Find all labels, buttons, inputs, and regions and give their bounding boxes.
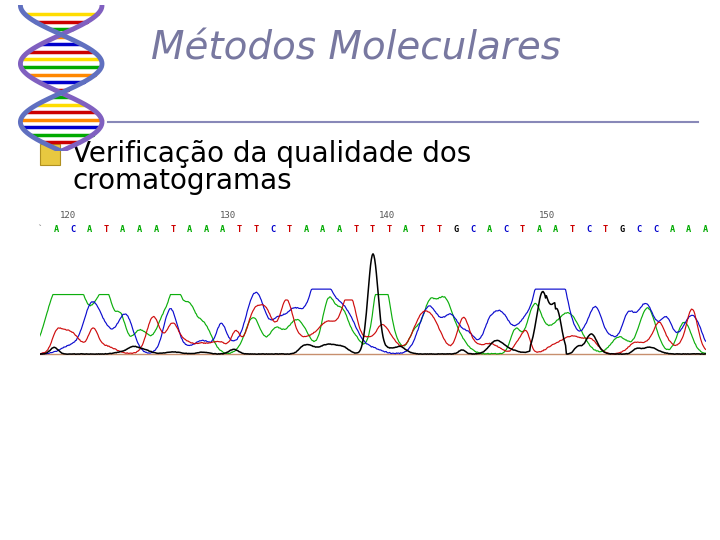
Text: T: T xyxy=(354,225,359,234)
Text: A: A xyxy=(53,225,59,234)
Text: A: A xyxy=(120,225,125,234)
Text: Métodos Moleculares: Métodos Moleculares xyxy=(151,30,561,68)
Text: C: C xyxy=(653,225,658,234)
Text: G: G xyxy=(620,225,625,234)
Text: T: T xyxy=(387,225,392,234)
Text: cromatogramas: cromatogramas xyxy=(72,167,292,195)
Text: T: T xyxy=(603,225,608,234)
Text: A: A xyxy=(487,225,492,234)
Text: A: A xyxy=(703,225,708,234)
Bar xyxy=(40,144,60,165)
Text: 120: 120 xyxy=(60,211,76,220)
Text: A: A xyxy=(670,225,675,234)
Text: C: C xyxy=(586,225,592,234)
Text: T: T xyxy=(287,225,292,234)
Text: A: A xyxy=(553,225,559,234)
Text: C: C xyxy=(270,225,275,234)
Text: C: C xyxy=(71,225,76,234)
Text: G: G xyxy=(453,225,459,234)
Text: A: A xyxy=(204,225,209,234)
Text: T: T xyxy=(104,225,109,234)
Text: T: T xyxy=(253,225,258,234)
Text: Verificação da qualidade dos: Verificação da qualidade dos xyxy=(72,140,472,168)
Text: T: T xyxy=(520,225,525,234)
Text: C: C xyxy=(636,225,642,234)
Text: A: A xyxy=(536,225,541,234)
Text: A: A xyxy=(153,225,159,234)
Text: T: T xyxy=(170,225,176,234)
Text: A: A xyxy=(186,225,192,234)
Text: A: A xyxy=(320,225,325,234)
Text: C: C xyxy=(503,225,508,234)
Text: T: T xyxy=(370,225,375,234)
Text: A: A xyxy=(303,225,309,234)
Text: A: A xyxy=(403,225,408,234)
Text: T: T xyxy=(420,225,426,234)
Text: T: T xyxy=(237,225,242,234)
Text: A: A xyxy=(686,225,692,234)
Text: 140: 140 xyxy=(379,211,395,220)
Text: 130: 130 xyxy=(220,211,235,220)
Text: `: ` xyxy=(37,225,42,234)
Text: T: T xyxy=(570,225,575,234)
Text: A: A xyxy=(337,225,342,234)
Text: A: A xyxy=(87,225,92,234)
Text: A: A xyxy=(137,225,142,234)
Text: 150: 150 xyxy=(539,211,555,220)
Text: T: T xyxy=(436,225,442,234)
Text: A: A xyxy=(220,225,225,234)
Text: C: C xyxy=(470,225,475,234)
